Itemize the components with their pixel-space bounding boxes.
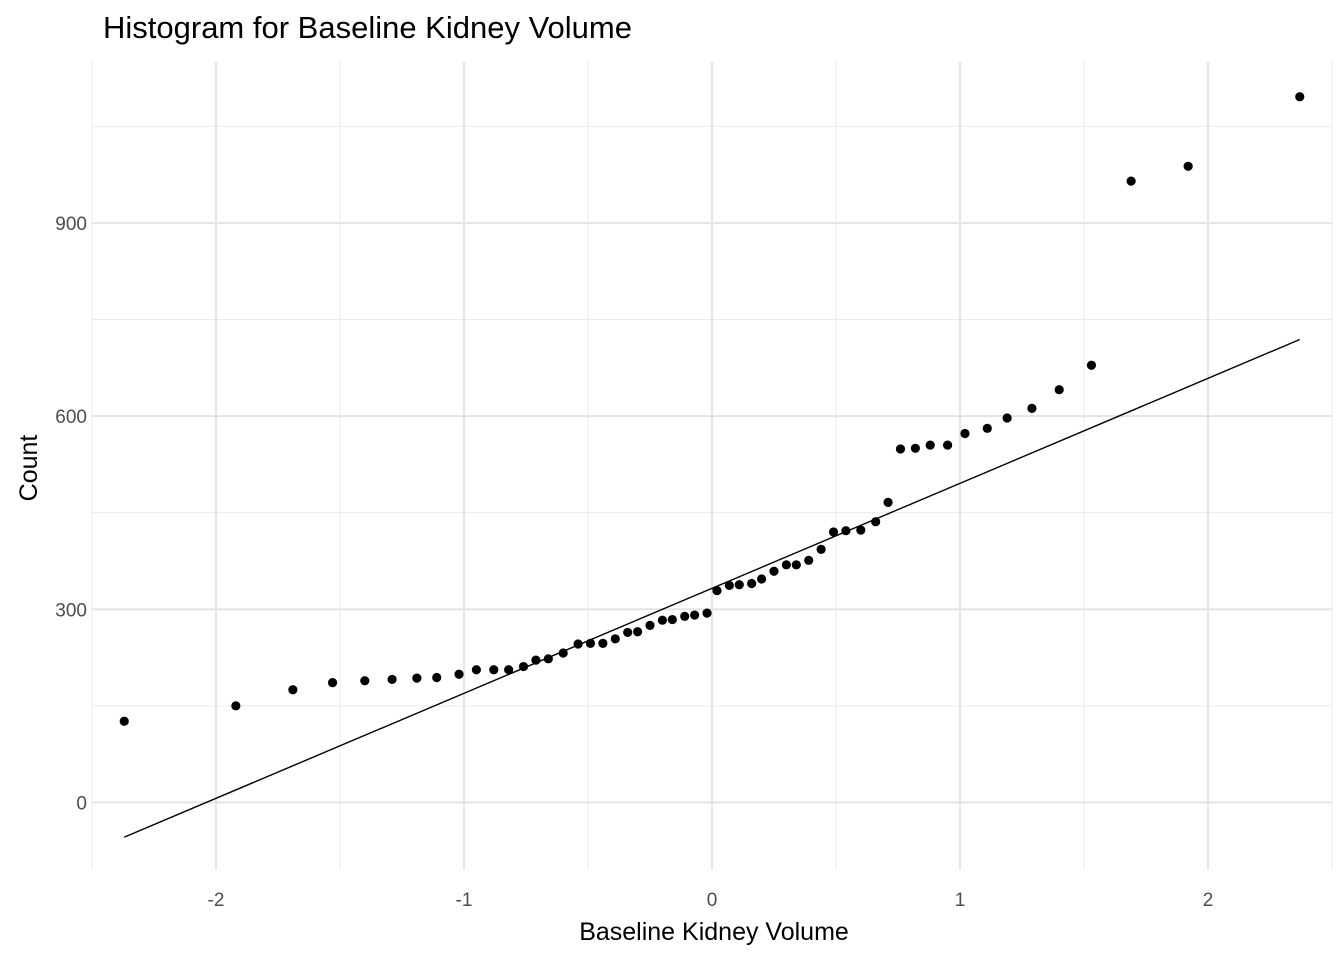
data-point xyxy=(288,685,298,695)
data-point xyxy=(585,638,596,648)
data-point xyxy=(327,678,338,688)
data-point xyxy=(231,701,241,711)
grid-major-lines xyxy=(92,62,1332,870)
data-point xyxy=(680,611,690,621)
data-point xyxy=(610,634,620,644)
data-point xyxy=(734,580,744,590)
x-tick-labels: -2 -1 0 1 2 xyxy=(208,890,1214,911)
y-axis-title: Count xyxy=(15,435,43,502)
data-point xyxy=(454,669,464,679)
data-point xyxy=(757,574,767,584)
y-tick-label: 900 xyxy=(55,214,87,235)
x-axis-title: Baseline Kidney Volume xyxy=(579,918,849,946)
data-point xyxy=(387,674,397,685)
data-point xyxy=(1086,360,1097,370)
data-point xyxy=(504,665,514,675)
data-point xyxy=(667,614,677,625)
data-point xyxy=(360,676,370,686)
x-tick-label: 0 xyxy=(707,890,718,911)
data-point xyxy=(645,620,655,630)
data-point xyxy=(598,638,608,648)
data-point xyxy=(781,560,792,570)
x-tick-label: -1 xyxy=(456,890,473,911)
y-tick-label: 600 xyxy=(55,407,87,428)
data-point xyxy=(841,526,851,536)
data-point xyxy=(489,665,499,675)
data-point xyxy=(910,443,920,453)
data-point xyxy=(702,608,712,618)
data-point xyxy=(531,655,541,665)
data-point xyxy=(633,627,643,637)
data-point xyxy=(712,585,722,596)
data-point xyxy=(871,517,881,527)
data-point xyxy=(573,639,583,649)
data-point xyxy=(1002,413,1012,423)
data-point xyxy=(432,672,442,683)
y-tick-labels: 0 300 600 900 xyxy=(55,214,87,814)
data-point xyxy=(518,661,529,672)
data-point xyxy=(558,648,568,658)
reference-line-group xyxy=(123,338,1301,838)
data-point xyxy=(883,497,893,507)
data-point xyxy=(623,627,633,638)
data-point xyxy=(816,544,826,554)
data-point xyxy=(828,527,839,537)
y-tick-label: 300 xyxy=(55,600,87,621)
x-tick-label: -2 xyxy=(208,890,225,911)
data-point xyxy=(747,578,757,589)
data-point xyxy=(895,444,906,454)
chart-title: Histogram for Baseline Kidney Volume xyxy=(103,10,632,45)
data-point xyxy=(690,610,700,620)
data-point xyxy=(543,654,553,664)
data-point xyxy=(657,615,668,625)
x-tick-label: 2 xyxy=(1203,890,1214,911)
data-point xyxy=(1054,385,1064,395)
data-points xyxy=(119,92,1305,726)
data-point xyxy=(791,560,801,570)
data-point xyxy=(724,580,734,591)
y-tick-label: 0 xyxy=(76,793,87,814)
data-point xyxy=(856,525,866,535)
data-point xyxy=(804,555,814,565)
data-point xyxy=(119,716,129,726)
data-point xyxy=(960,428,970,439)
data-point xyxy=(471,665,481,675)
data-point xyxy=(1027,403,1037,413)
x-tick-label: 1 xyxy=(955,890,966,911)
data-point xyxy=(1183,161,1193,171)
data-point xyxy=(1295,92,1305,102)
data-point xyxy=(1126,176,1136,186)
reference-line xyxy=(123,338,1301,838)
data-point xyxy=(925,440,935,450)
data-point xyxy=(943,440,953,450)
data-point xyxy=(769,566,779,576)
data-point xyxy=(412,673,422,683)
data-point xyxy=(982,423,992,433)
